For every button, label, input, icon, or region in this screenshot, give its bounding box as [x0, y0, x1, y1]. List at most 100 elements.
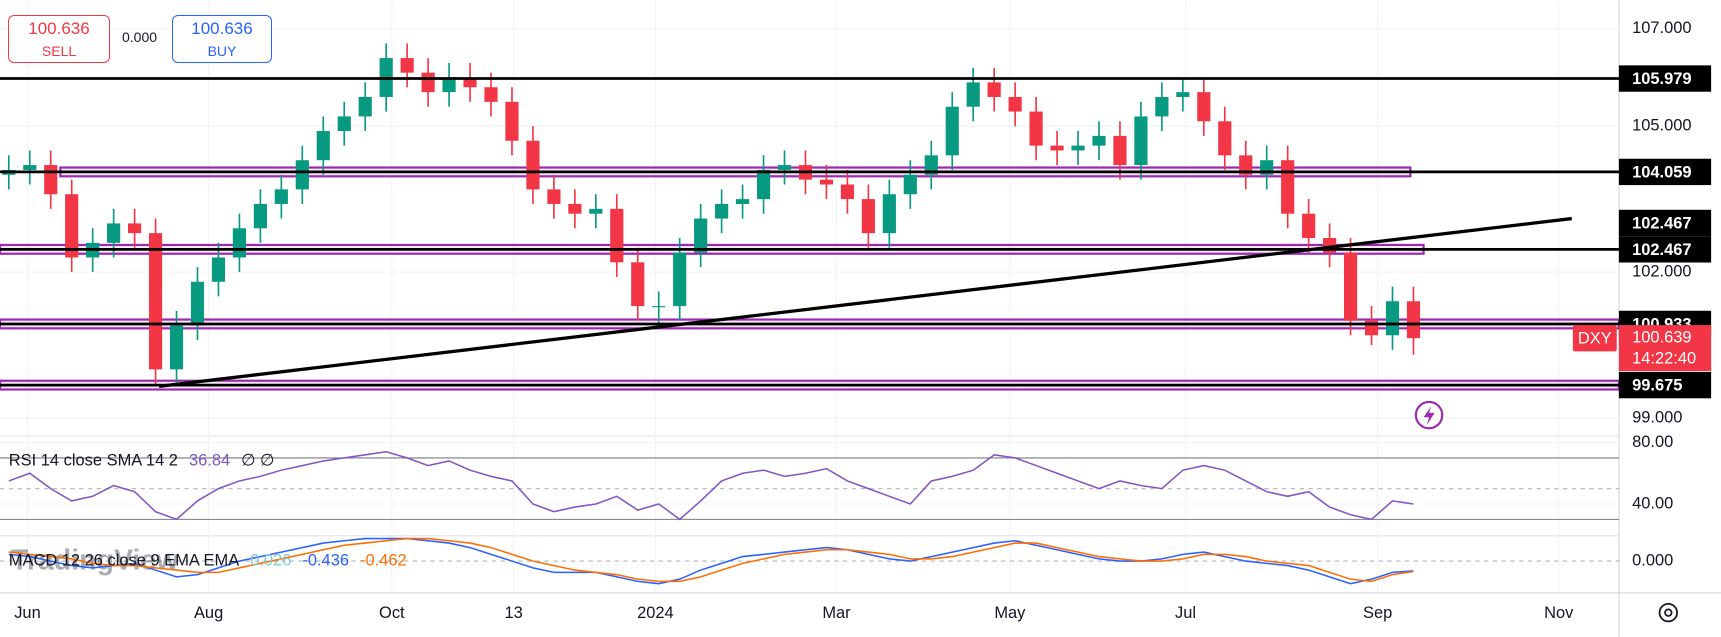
level-label: 99.675: [1632, 377, 1682, 395]
countdown: 14:22:40: [1632, 349, 1696, 367]
legend-extra: ∅ ∅: [241, 452, 274, 470]
candle-body: [694, 218, 708, 253]
candle-body: [128, 223, 142, 234]
last-price-box: [1618, 325, 1712, 372]
y-tick-label: 0.000: [1632, 551, 1673, 569]
level-label-box: [1618, 158, 1712, 186]
candle-body: [966, 82, 980, 107]
legend-value: 36.84: [189, 452, 230, 470]
x-tick-label: Aug: [194, 604, 223, 622]
candle-body: [568, 203, 582, 214]
candle-body: [148, 233, 163, 370]
candle-body: [673, 252, 687, 307]
candle-body: [1302, 213, 1316, 239]
y-tick-label: 99.000: [1632, 408, 1682, 426]
x-tick-label: Nov: [1544, 604, 1574, 622]
candle-body: [169, 325, 184, 370]
trendline-label: 102.467: [1632, 214, 1691, 232]
x-tick-label: Sep: [1363, 604, 1392, 622]
overlay: 105.979104.059102.467100.93399.675102.46…: [1572, 65, 1712, 399]
x-tick-label: Oct: [379, 604, 405, 622]
spread: 0.000: [122, 29, 158, 45]
y-tick-label: 102.000: [1632, 262, 1691, 280]
x-tick-label: 2024: [637, 604, 674, 622]
candle-body: [777, 165, 792, 170]
candle-body: [882, 194, 896, 234]
x-tick-label: Jun: [14, 604, 41, 622]
candle-body: [1092, 135, 1106, 146]
indicator-line: [8, 450, 1414, 521]
candle-body: [735, 199, 750, 204]
grid: Jun Aug Oct 13 2024 Mar May Jul Sep Nov 107.000 105…: [0, 0, 1692, 622]
candle-body: [1197, 92, 1211, 122]
trendline-label-box: [1618, 209, 1712, 237]
candle-body: [1155, 96, 1169, 117]
level-label: 102.467: [1632, 241, 1691, 259]
buy-label: BUY: [207, 43, 237, 59]
candle-body: [1176, 92, 1190, 97]
candle-body: [652, 306, 666, 308]
candle-body: [610, 208, 624, 263]
candle-body: [442, 77, 456, 93]
candle-body: [756, 169, 771, 200]
candle-body: [819, 179, 834, 185]
sell-label: SELL: [41, 43, 77, 59]
candle-body: [337, 116, 351, 132]
legend-value: 0.026: [250, 551, 291, 569]
candle-body: [505, 101, 519, 141]
candle-body: [1050, 145, 1064, 151]
x-tick-label: Jul: [1175, 604, 1196, 622]
candle-body: [861, 199, 875, 234]
trendline: [158, 216, 1572, 388]
candle-body: [840, 184, 854, 200]
y-tick-label: 105.000: [1632, 117, 1691, 135]
symbol: DXY: [1578, 330, 1612, 348]
last-price: 100.639: [1632, 329, 1691, 347]
level-label: 104.059: [1632, 163, 1691, 181]
candle-body: [589, 208, 603, 214]
candle-body: [400, 58, 414, 73]
buy-price: 100.636: [191, 19, 253, 38]
y-tick-label: 40.00: [1632, 494, 1673, 512]
candle-body: [1134, 116, 1148, 166]
candle-body: [1281, 160, 1295, 214]
candle-body: [190, 281, 205, 326]
indicator-line: [8, 537, 1414, 583]
candle-body: [463, 77, 477, 88]
level-label-box: [1618, 371, 1712, 399]
candle-body: [1029, 111, 1043, 146]
candle-body: [547, 189, 561, 204]
candle-body: [1385, 301, 1400, 336]
symbol-box: [1572, 325, 1617, 352]
y-tick-label: 80.00: [1632, 433, 1673, 451]
candle-body: [253, 203, 267, 229]
candle-body: [945, 106, 959, 156]
candle-body: [295, 160, 309, 190]
level-label-box: [1618, 236, 1712, 263]
y-tick-label: 107.000: [1632, 19, 1691, 37]
sell-button[interactable]: 100.636 SELL: [8, 15, 110, 63]
candle-body: [526, 140, 540, 190]
candle-body: [1343, 252, 1358, 321]
main-pane: [0, 43, 1621, 391]
x-tick-label: 13: [504, 604, 522, 622]
settings-icon[interactable]: [1658, 602, 1678, 623]
candle-body: [232, 228, 247, 258]
candle-body: [274, 189, 288, 204]
candle-body: [1218, 121, 1232, 156]
level-label: 105.979: [1632, 70, 1691, 88]
x-tick-label: May: [994, 604, 1026, 622]
candle-body: [44, 165, 58, 195]
candle-body: [1113, 135, 1127, 166]
candle-body: [1008, 96, 1022, 112]
buy-button[interactable]: 100.636 BUY: [172, 15, 272, 63]
legend-value: -0.436: [302, 551, 349, 569]
watermark: TradingView: [11, 545, 179, 577]
candle-body: [1071, 145, 1085, 151]
candle-body: [421, 72, 435, 93]
candle-body: [23, 165, 37, 170]
candle-body: [484, 87, 498, 102]
candle-body: [358, 96, 372, 117]
